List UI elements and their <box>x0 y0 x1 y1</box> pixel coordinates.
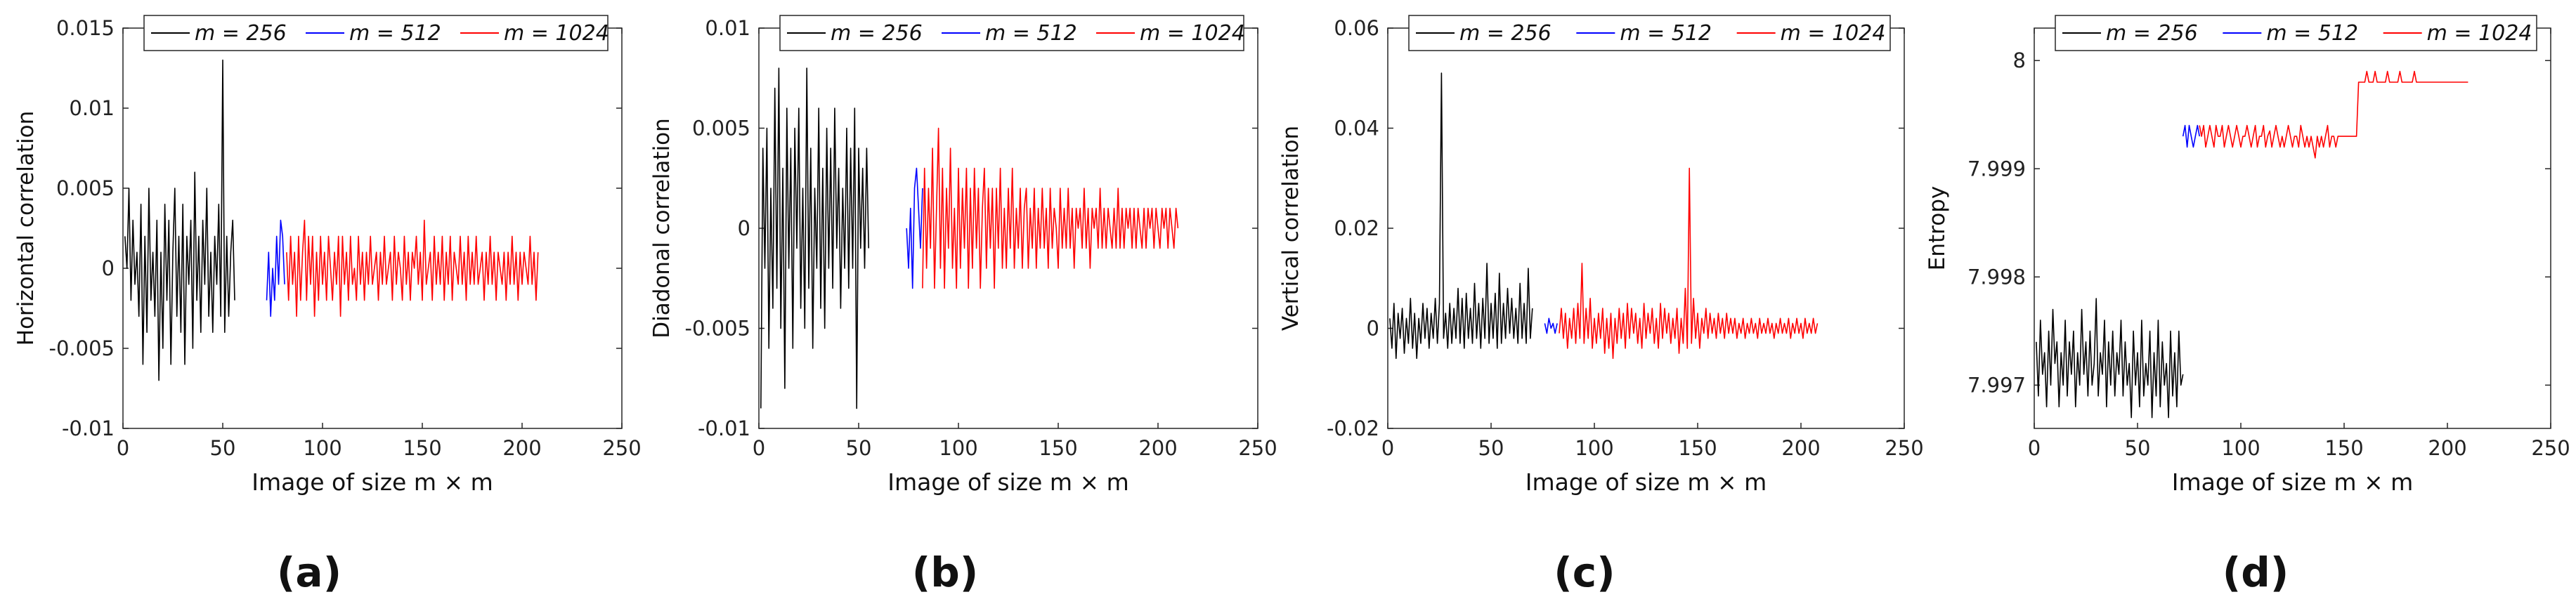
legend <box>2055 15 2537 51</box>
x-axis-label: Image of size m × m <box>252 468 493 496</box>
x-tick-label: 250 <box>1885 436 1923 460</box>
x-tick-label: 50 <box>210 436 236 460</box>
y-tick-label: 0 <box>738 216 750 240</box>
x-tick-label: 0 <box>753 436 765 460</box>
plot-frame <box>1387 27 1905 429</box>
series-line-1 <box>1389 72 1533 360</box>
legend-entry: m = 512 <box>985 21 1077 46</box>
x-tick-label: 100 <box>2221 436 2260 460</box>
x-tick-label: 250 <box>602 436 641 460</box>
series-line-2 <box>906 167 923 289</box>
x-tick-label: 150 <box>1039 436 1077 460</box>
x-tick-label: 0 <box>117 436 129 460</box>
y-tick-label: 0.02 <box>1334 216 1379 240</box>
series-line-2 <box>2182 124 2200 148</box>
legend-entry: m = 1024 <box>1781 21 1886 46</box>
y-tick-label: -0.01 <box>62 416 115 440</box>
panel-label: (a) <box>277 548 341 596</box>
x-tick-label: 100 <box>939 436 977 460</box>
x-axis-label: Image of size m × m <box>2172 468 2414 496</box>
y-tick-label: 7.997 <box>1967 373 2026 397</box>
legend <box>1408 15 1891 51</box>
x-tick-label: 100 <box>1575 436 1613 460</box>
series-line-3 <box>1559 167 1819 360</box>
legend-entry: m = 1024 <box>2427 21 2532 46</box>
panel-label: (d) <box>2223 548 2289 596</box>
series-line-1 <box>124 59 235 381</box>
x-tick-label: 50 <box>2125 436 2151 460</box>
y-tick-label: 0 <box>102 256 115 280</box>
x-tick-label: 250 <box>2531 436 2570 460</box>
x-axis-label: Image of size m × m <box>1526 468 1767 496</box>
y-axis-label: Diadonal correlation <box>649 118 675 339</box>
legend-entry: m = 1024 <box>1140 21 1245 46</box>
series-line-2 <box>266 219 285 317</box>
y-tick-label: 0.06 <box>1334 16 1379 40</box>
y-axis-label: Horizontal correlation <box>13 111 39 346</box>
x-tick-label: 50 <box>846 436 872 460</box>
plot-frame <box>122 27 623 429</box>
series-line-1 <box>760 67 869 409</box>
y-tick-label: -0.01 <box>698 416 750 440</box>
plot-frame <box>2034 27 2551 429</box>
series-line-2 <box>1544 317 1558 334</box>
panel-a: 0 50 100 150 200 250 -0.01 -0.005 0 0.005 0.01 0.01… <box>13 15 642 596</box>
panel-b: 0 50 100 150 200 250 -0.01 -0.005 0 0.005 0.01 m = … <box>649 15 1277 596</box>
legend-entry: m = 512 <box>1620 21 1712 46</box>
legend-entry: m = 512 <box>349 21 441 46</box>
x-tick-label: 200 <box>2428 436 2466 460</box>
y-tick-label: -0.005 <box>685 317 751 341</box>
x-tick-label: 150 <box>403 436 441 460</box>
panel-d: 0 50 100 150 200 250 7.997 7.998 7.999 8 m = 256 m … <box>1925 15 2570 596</box>
y-tick-label: -0.005 <box>49 336 115 360</box>
y-tick-label: 0.005 <box>692 117 750 140</box>
y-tick-label: 7.998 <box>1967 265 2026 289</box>
legend-entry: m = 256 <box>1459 21 1552 46</box>
y-axis-label: Vertical correlation <box>1278 126 1303 331</box>
series-line-3 <box>286 219 539 317</box>
legend-entry: m = 512 <box>2266 21 2358 46</box>
legend-entry: m = 1024 <box>504 21 609 46</box>
y-tick-label: 0.015 <box>56 16 115 40</box>
x-tick-label: 100 <box>303 436 341 460</box>
y-tick-label: 7.999 <box>1967 157 2026 180</box>
y-tick-label: -0.02 <box>1327 416 1379 440</box>
legend-entry: m = 256 <box>2106 21 2198 46</box>
y-tick-label: 0.01 <box>705 16 750 40</box>
y-tick-label: 0.005 <box>56 176 115 200</box>
legend-entry: m = 256 <box>831 21 923 46</box>
x-tick-label: 250 <box>1238 436 1277 460</box>
series-line-3 <box>2199 70 2468 159</box>
legend <box>143 15 609 51</box>
y-tick-label: 0 <box>1367 317 1379 341</box>
x-tick-label: 0 <box>2028 436 2041 460</box>
y-tick-label: 0.01 <box>69 96 115 120</box>
x-axis-label: Image of size m × m <box>887 468 1129 496</box>
series-line-1 <box>2036 298 2184 419</box>
x-tick-label: 150 <box>2324 436 2363 460</box>
series-line-3 <box>922 127 1179 289</box>
x-tick-label: 50 <box>1478 436 1504 460</box>
legend-entry: m = 256 <box>195 21 287 46</box>
x-tick-label: 200 <box>1781 436 1820 460</box>
x-tick-label: 150 <box>1678 436 1717 460</box>
y-tick-label: 0.04 <box>1334 117 1379 140</box>
x-tick-label: 0 <box>1381 436 1394 460</box>
legend <box>779 15 1244 51</box>
y-tick-label: 8 <box>2013 48 2026 72</box>
panel-label: (b) <box>912 548 979 596</box>
x-tick-label: 200 <box>1138 436 1177 460</box>
y-axis-label: Entropy <box>1925 186 1950 270</box>
panel-label: (c) <box>1554 548 1615 596</box>
x-tick-label: 200 <box>502 436 541 460</box>
